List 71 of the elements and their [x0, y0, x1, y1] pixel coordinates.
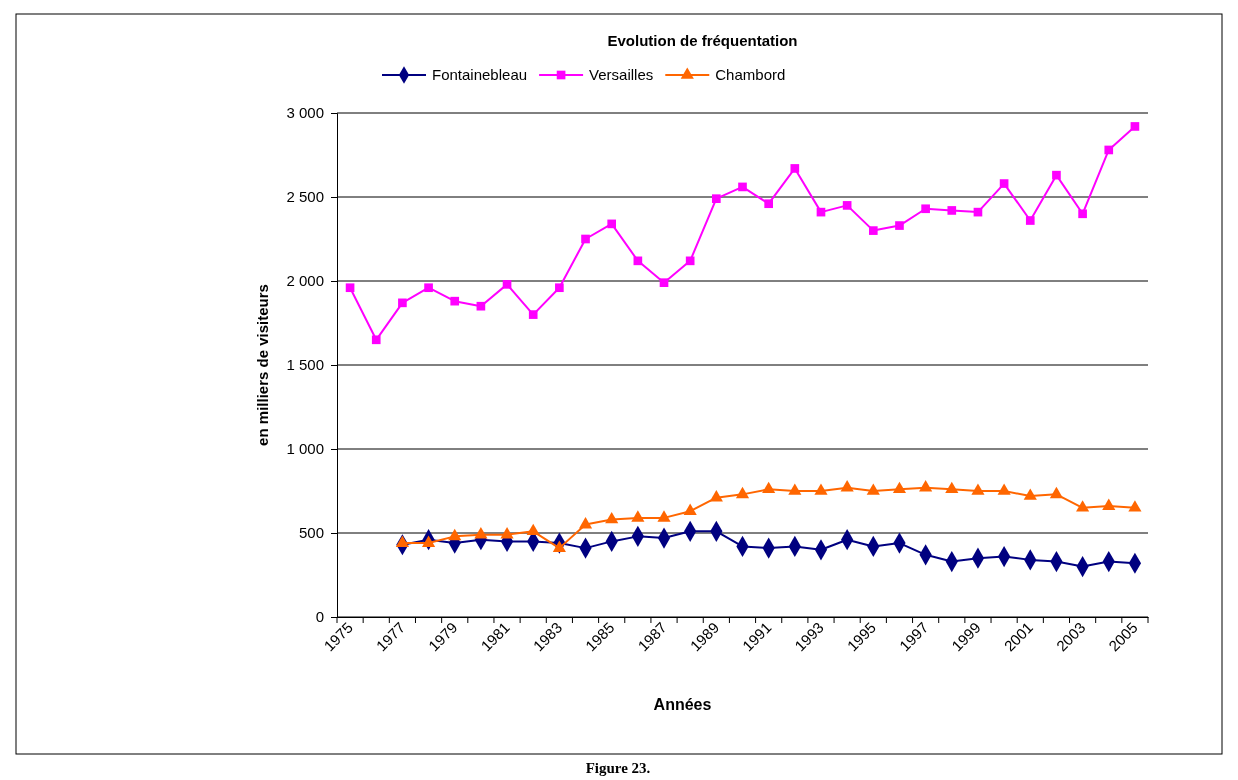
point [1078, 209, 1087, 219]
point [605, 511, 619, 524]
point [868, 226, 878, 235]
point [500, 527, 514, 539]
point [395, 535, 409, 547]
chart-title: Evolution de fréquentation [607, 32, 798, 49]
point [947, 206, 957, 215]
point [999, 179, 1009, 188]
point [398, 298, 407, 308]
point [345, 283, 355, 293]
point [448, 528, 462, 541]
x-axis-title: Années [653, 696, 712, 713]
legend-label: Chambord [715, 66, 786, 83]
point [450, 296, 460, 306]
point [1130, 122, 1140, 131]
point [474, 527, 488, 539]
point [735, 486, 750, 499]
point [1025, 216, 1035, 225]
y-tick-label: 2 500 [286, 188, 324, 206]
point [945, 481, 959, 494]
point [578, 517, 593, 529]
point [738, 182, 747, 192]
legend-label: Fontainebleau [432, 66, 528, 83]
point [1076, 500, 1090, 512]
point [895, 221, 904, 230]
point [683, 503, 697, 515]
point [840, 480, 854, 492]
legend-label: Versailles [589, 66, 654, 83]
point [1128, 500, 1142, 512]
point [371, 335, 381, 345]
y-tick-label: 1 500 [286, 356, 324, 374]
point [764, 199, 773, 209]
point [1052, 170, 1061, 180]
point [502, 280, 512, 289]
point [607, 219, 617, 229]
point [790, 164, 800, 173]
point [892, 481, 907, 494]
point [919, 480, 933, 492]
y-tick-label: 0 [315, 608, 324, 626]
point [842, 201, 852, 210]
point [1049, 486, 1064, 499]
point [997, 483, 1011, 495]
point [528, 310, 538, 319]
point [526, 523, 540, 536]
y-axis-title: en milliers de visiteurs [254, 284, 271, 446]
point [555, 283, 564, 293]
point [657, 510, 671, 522]
point [1102, 498, 1116, 510]
point [762, 481, 776, 494]
point [971, 483, 985, 495]
point [814, 483, 828, 495]
point [921, 204, 930, 214]
point [685, 256, 695, 266]
y-tick-label: 3 000 [286, 104, 324, 122]
point [712, 194, 721, 204]
point [1104, 145, 1114, 155]
point [631, 510, 645, 522]
point [788, 483, 802, 495]
point [709, 490, 723, 502]
y-tick-label: 2 000 [286, 272, 324, 290]
point [581, 234, 590, 244]
point [552, 540, 566, 552]
point [476, 301, 486, 311]
point [1023, 488, 1037, 500]
y-tick-label: 500 [298, 524, 324, 542]
point [421, 535, 436, 547]
point [866, 483, 880, 495]
point [659, 278, 669, 288]
point [424, 283, 433, 293]
caption: Figure 23. [585, 760, 651, 776]
y-tick-label: 1 000 [286, 440, 324, 458]
